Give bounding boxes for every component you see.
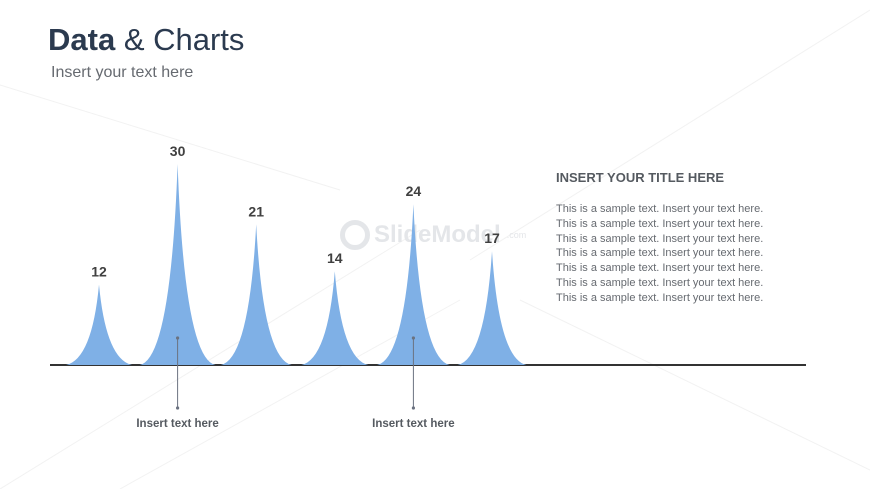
side-panel-line: This is a sample text. Insert your text … — [556, 247, 764, 260]
callout-dot-bottom-2 — [411, 406, 415, 410]
side-panel-line: This is a sample text. Insert your text … — [556, 276, 764, 289]
side-panel-line: This is a sample text. Insert your text … — [556, 262, 764, 275]
peak-bar-2 — [139, 164, 216, 365]
watermark-text: SlideModel — [374, 221, 501, 248]
callout-dot-bottom-1 — [176, 406, 180, 410]
data-label-6: 17 — [484, 230, 500, 246]
side-panel-line: This is a sample text. Insert your text … — [556, 203, 764, 215]
watermark: SlideModel .com — [340, 220, 526, 250]
side-panel-text: This is a sample text. Insert your text … — [556, 202, 806, 306]
side-panel-line: This is a sample text. Insert your text … — [556, 217, 764, 230]
peak-bar-4 — [301, 271, 369, 365]
peak-bar-6 — [457, 251, 527, 365]
watermark-logo-icon — [340, 220, 370, 250]
peak-bar-5 — [377, 204, 450, 365]
title-rest: & Charts — [123, 22, 245, 57]
watermark-suffix: .com — [506, 230, 527, 240]
data-label-5: 24 — [406, 183, 422, 199]
side-panel-line: This is a sample text. Insert your text … — [556, 232, 764, 245]
page-subtitle: Insert your text here — [51, 64, 194, 81]
data-label-3: 21 — [248, 203, 264, 219]
peak-bar-3 — [220, 224, 292, 365]
callout-text-1: Insert text here — [136, 418, 218, 430]
callout-text-2: Insert text here — [372, 418, 454, 430]
side-panel-line: This is a sample text. Insert your text … — [556, 291, 764, 304]
data-label-1: 12 — [91, 264, 107, 280]
side-panel-title: INSERT YOUR TITLE HERE — [556, 170, 725, 185]
data-label-4: 14 — [327, 250, 343, 266]
data-label-2: 30 — [170, 143, 186, 159]
page-title: Data & Charts — [48, 22, 244, 58]
title-bold: Data — [48, 22, 116, 57]
peak-bar-1 — [66, 284, 132, 365]
